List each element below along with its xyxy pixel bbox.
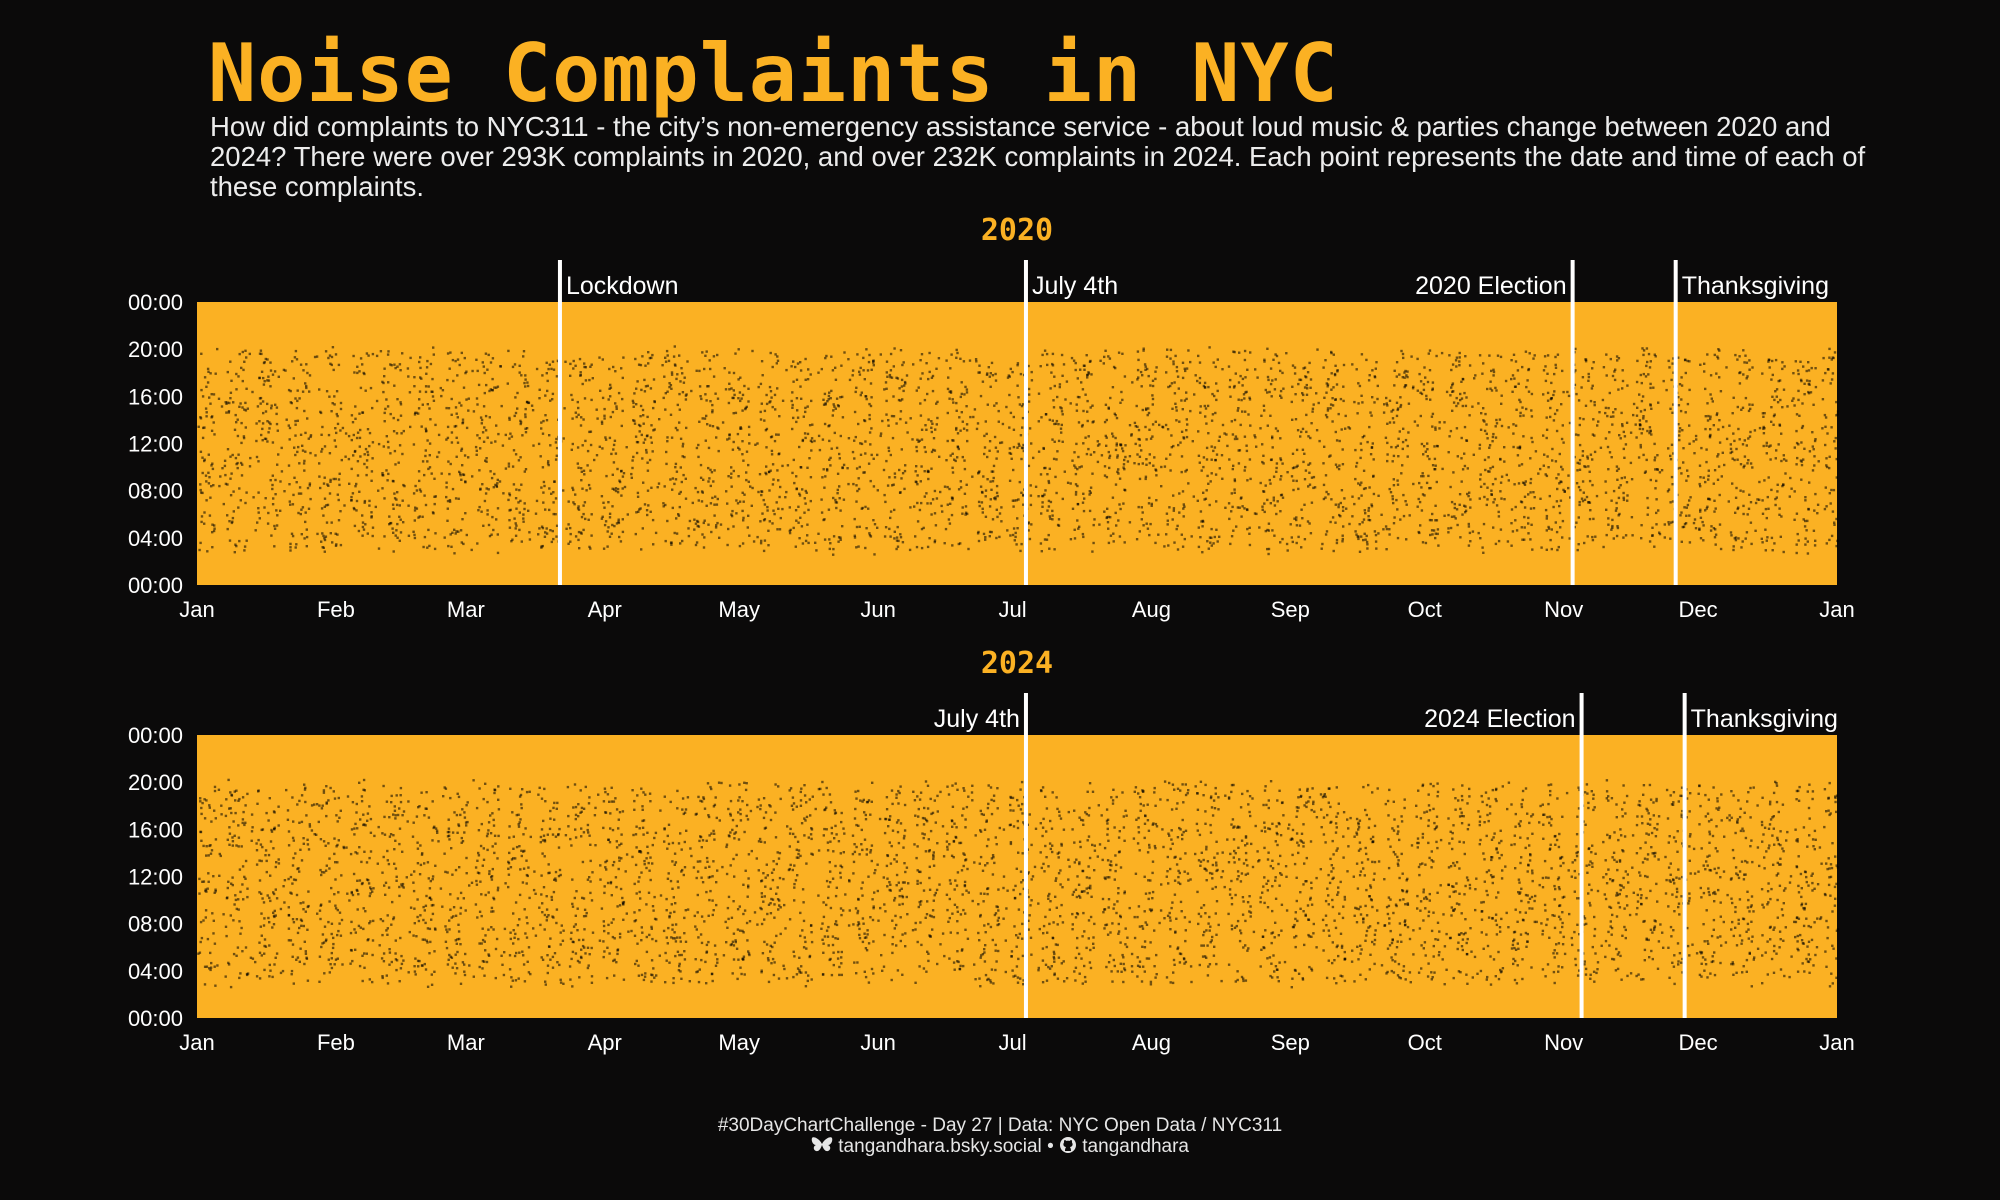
event-label: 2024 Election	[1424, 705, 1576, 733]
x-tick-label: Dec	[1679, 1030, 1718, 1055]
y-tick-label: 12:00	[128, 432, 183, 457]
panel-2024: 202400:0004:0008:0012:0016:0020:0000:00J…	[128, 646, 1855, 1055]
x-tick-label: Jan	[179, 1030, 214, 1055]
event-label: Lockdown	[566, 272, 679, 300]
bluesky-handle[interactable]: tangandhara.bsky.social	[838, 1136, 1042, 1157]
x-tick-label: Jun	[860, 1030, 895, 1055]
caption-separator: •	[1047, 1136, 1054, 1157]
y-tick-label: 00:00	[128, 723, 183, 748]
complaint-density-area	[197, 302, 1837, 585]
github-icon	[1059, 1136, 1077, 1160]
x-tick-label: Jul	[998, 1030, 1026, 1055]
y-tick-label: 12:00	[128, 865, 183, 890]
caption-social: tangandhara.bsky.social • tangandhara	[0, 1136, 2000, 1160]
x-tick-label: Apr	[588, 1030, 622, 1055]
x-tick-label: May	[718, 597, 760, 622]
y-tick-label: 16:00	[128, 817, 183, 842]
scatter-points	[197, 345, 1840, 556]
x-tick-label: Sep	[1271, 1030, 1310, 1055]
panel-title: 2020	[981, 213, 1053, 248]
chart-subtitle: How did complaints to NYC311 - the city’…	[210, 111, 1866, 202]
caption-source: #30DayChartChallenge - Day 27 | Data: NY…	[717, 1115, 1283, 1136]
x-tick-label: Nov	[1544, 1030, 1583, 1055]
x-tick-label: Aug	[1132, 597, 1171, 622]
event-label: July 4th	[1032, 272, 1118, 300]
x-tick-label: Feb	[317, 597, 355, 622]
event-label: 2020 Election	[1415, 272, 1567, 300]
event-label: July 4th	[934, 705, 1020, 733]
x-tick-label: Mar	[447, 1030, 485, 1055]
x-tick-label: Aug	[1132, 1030, 1171, 1055]
x-tick-label: Feb	[317, 1030, 355, 1055]
y-tick-label: 00:00	[128, 290, 183, 315]
scatter-points	[197, 778, 1840, 989]
x-tick-label: Jan	[1819, 1030, 1854, 1055]
y-tick-label: 20:00	[128, 337, 183, 362]
chart-title: Noise Complaints in NYC	[208, 27, 1339, 120]
panel-title: 2024	[981, 646, 1053, 681]
y-tick-label: 20:00	[128, 770, 183, 795]
x-tick-label: May	[718, 1030, 760, 1055]
y-tick-label: 08:00	[128, 912, 183, 937]
butterfly-icon	[811, 1136, 833, 1160]
event-label: Thanksgiving	[1691, 705, 1838, 733]
y-tick-label: 00:00	[128, 1006, 183, 1031]
x-tick-label: Sep	[1271, 597, 1310, 622]
x-tick-label: Oct	[1408, 597, 1442, 622]
x-tick-label: Jan	[1819, 597, 1854, 622]
y-tick-label: 00:00	[128, 573, 183, 598]
x-tick-label: Jul	[998, 597, 1026, 622]
y-tick-label: 04:00	[128, 526, 183, 551]
x-tick-label: Oct	[1408, 1030, 1442, 1055]
x-tick-label: Mar	[447, 597, 485, 622]
x-tick-label: Jan	[179, 597, 214, 622]
x-tick-label: Apr	[588, 597, 622, 622]
x-tick-label: Jun	[860, 597, 895, 622]
x-tick-label: Dec	[1679, 597, 1718, 622]
panel-2020: 202000:0004:0008:0012:0016:0020:0000:00J…	[128, 213, 1855, 622]
complaint-density-area	[197, 735, 1837, 1018]
event-label: Thanksgiving	[1682, 272, 1829, 300]
chart-area: 202000:0004:0008:0012:0016:0020:0000:00J…	[128, 213, 1855, 1055]
y-tick-label: 08:00	[128, 479, 183, 504]
github-handle[interactable]: tangandhara	[1082, 1136, 1189, 1157]
y-tick-label: 04:00	[128, 959, 183, 984]
y-tick-label: 16:00	[128, 384, 183, 409]
x-tick-label: Nov	[1544, 597, 1583, 622]
